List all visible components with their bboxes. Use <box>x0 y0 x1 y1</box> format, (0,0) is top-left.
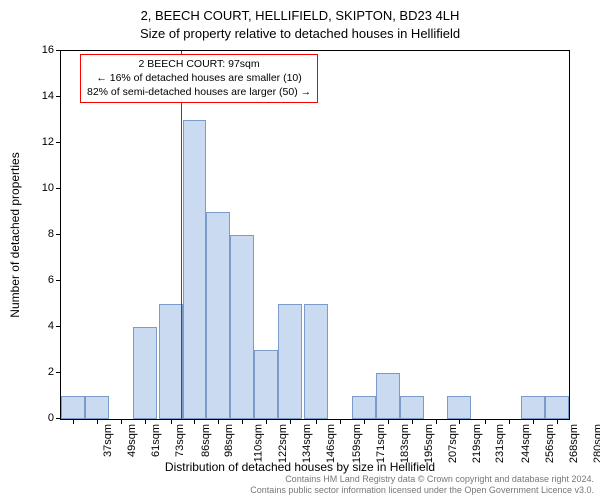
x-tick-mark <box>436 420 437 424</box>
x-tick-mark <box>73 420 74 424</box>
info-box: 2 BEECH COURT: 97sqm ← 16% of detached h… <box>80 54 318 103</box>
x-tick-label: 231sqm <box>495 424 507 463</box>
x-tick-label: 146sqm <box>325 424 337 463</box>
y-tick-mark <box>56 188 60 189</box>
x-tick-mark <box>459 420 460 424</box>
y-tick-mark <box>56 418 60 419</box>
chart-title-line2: Size of property relative to detached ho… <box>0 26 600 41</box>
x-tick-label: 61sqm <box>150 424 162 457</box>
y-tick-label: 8 <box>24 228 54 240</box>
x-tick-label: 98sqm <box>224 424 236 457</box>
histogram-bar <box>521 396 545 419</box>
x-tick-label: 207sqm <box>447 424 459 463</box>
histogram-bar <box>230 235 254 419</box>
x-tick-mark <box>412 420 413 424</box>
x-tick-label: 110sqm <box>253 424 265 462</box>
x-axis-label: Distribution of detached houses by size … <box>0 460 600 474</box>
y-tick-label: 14 <box>24 90 54 102</box>
x-tick-mark <box>218 420 219 424</box>
histogram-bar <box>61 396 85 419</box>
histogram-bar <box>133 327 157 419</box>
info-box-line1: 2 BEECH COURT: 97sqm <box>87 57 311 71</box>
x-tick-mark <box>171 420 172 424</box>
histogram-bar <box>278 304 302 419</box>
x-tick-label: 122sqm <box>277 424 289 463</box>
histogram-bar <box>376 373 400 419</box>
x-tick-mark <box>485 420 486 424</box>
x-tick-label: 86sqm <box>200 424 212 457</box>
x-tick-mark <box>340 420 341 424</box>
x-tick-label: 159sqm <box>351 424 363 463</box>
footer: Contains HM Land Registry data © Crown c… <box>250 474 594 497</box>
x-tick-label: 195sqm <box>423 424 435 463</box>
x-tick-mark <box>557 420 558 424</box>
property-marker-line <box>181 51 182 419</box>
chart-title-line1: 2, BEECH COURT, HELLIFIELD, SKIPTON, BD2… <box>0 8 600 23</box>
bars-layer <box>61 51 569 419</box>
y-tick-label: 4 <box>24 320 54 332</box>
footer-line1: Contains HM Land Registry data © Crown c… <box>250 474 594 485</box>
y-tick-label: 2 <box>24 366 54 378</box>
x-tick-label: 219sqm <box>471 424 483 463</box>
info-box-line2: ← 16% of detached houses are smaller (10… <box>87 71 311 85</box>
y-tick-label: 0 <box>24 412 54 424</box>
histogram-bar <box>352 396 376 419</box>
x-tick-label: 37sqm <box>102 424 114 457</box>
histogram-bar <box>254 350 278 419</box>
x-tick-mark <box>145 420 146 424</box>
x-tick-label: 256sqm <box>544 424 556 463</box>
y-tick-label: 12 <box>24 136 54 148</box>
y-tick-mark <box>56 50 60 51</box>
histogram-bar <box>304 304 328 419</box>
x-tick-label: 244sqm <box>520 424 532 463</box>
histogram-bar <box>447 396 471 419</box>
footer-line2: Contains public sector information licen… <box>250 485 594 496</box>
x-tick-label: 49sqm <box>126 424 138 457</box>
y-tick-mark <box>56 234 60 235</box>
y-tick-mark <box>56 326 60 327</box>
x-tick-mark <box>533 420 534 424</box>
x-tick-label: 73sqm <box>174 424 186 457</box>
info-box-line3: 82% of semi-detached houses are larger (… <box>87 85 311 99</box>
histogram-bar <box>545 396 569 419</box>
histogram-bar <box>400 396 424 419</box>
y-tick-label: 6 <box>24 274 54 286</box>
x-tick-label: 171sqm <box>375 424 387 463</box>
x-tick-label: 280sqm <box>592 424 600 463</box>
x-tick-mark <box>194 420 195 424</box>
x-tick-mark <box>364 420 365 424</box>
y-tick-mark <box>56 142 60 143</box>
histogram-bar <box>159 304 183 419</box>
histogram-bar <box>206 212 230 419</box>
x-tick-mark <box>316 420 317 424</box>
x-tick-mark <box>509 420 510 424</box>
x-tick-label: 183sqm <box>399 424 411 463</box>
y-tick-label: 16 <box>24 44 54 56</box>
y-tick-mark <box>56 96 60 97</box>
x-tick-mark <box>290 420 291 424</box>
x-tick-label: 268sqm <box>568 424 580 463</box>
x-tick-mark <box>242 420 243 424</box>
histogram-bar <box>183 120 207 419</box>
y-tick-mark <box>56 280 60 281</box>
x-tick-mark <box>266 420 267 424</box>
y-tick-label: 10 <box>24 182 54 194</box>
plot-area <box>60 50 570 420</box>
chart-container: 2, BEECH COURT, HELLIFIELD, SKIPTON, BD2… <box>0 0 600 500</box>
histogram-bar <box>85 396 109 419</box>
x-tick-mark <box>388 420 389 424</box>
x-tick-mark <box>121 420 122 424</box>
x-tick-label: 134sqm <box>301 424 313 463</box>
x-tick-mark <box>97 420 98 424</box>
y-tick-mark <box>56 372 60 373</box>
y-axis-label: Number of detached properties <box>8 70 22 235</box>
